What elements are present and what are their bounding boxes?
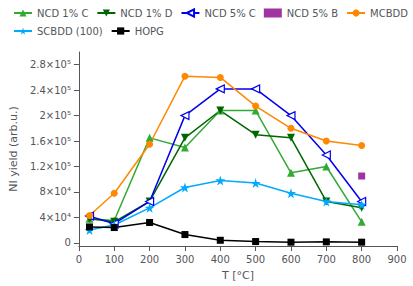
- svg-text:600: 600: [281, 254, 300, 265]
- svg-text:100: 100: [105, 254, 124, 265]
- svg-text:2.4×10⁵: 2.4×10⁵: [30, 85, 71, 96]
- svg-text:700: 700: [317, 254, 336, 265]
- svg-text:2.8×10⁵: 2.8×10⁵: [30, 59, 71, 70]
- svg-text:NCD 5% B: NCD 5% B: [287, 8, 338, 19]
- svg-text:HOPG: HOPG: [135, 26, 164, 37]
- svg-text:NCD 1% D: NCD 1% D: [120, 8, 172, 19]
- svg-text:1.6×10⁵: 1.6×10⁵: [30, 136, 71, 147]
- svg-text:NI yield (arb.u.): NI yield (arb.u.): [7, 106, 20, 192]
- svg-text:0: 0: [76, 254, 82, 265]
- svg-text:SCBDD (100): SCBDD (100): [37, 26, 103, 37]
- svg-text:500: 500: [246, 254, 265, 265]
- svg-text:200: 200: [140, 254, 159, 265]
- svg-text:400: 400: [211, 254, 230, 265]
- svg-text:T [°C]: T [°C]: [221, 269, 254, 282]
- svg-text:0: 0: [65, 237, 71, 248]
- svg-text:900: 900: [387, 254, 406, 265]
- svg-text:NCD 5% C: NCD 5% C: [204, 8, 255, 19]
- svg-text:NCD 1% C: NCD 1% C: [37, 8, 88, 19]
- svg-text:2×10⁵: 2×10⁵: [39, 110, 70, 121]
- svg-text:1.2×10⁵: 1.2×10⁵: [30, 161, 71, 172]
- svg-text:4×10⁴: 4×10⁴: [39, 212, 70, 223]
- svg-text:300: 300: [175, 254, 194, 265]
- svg-text:MCBDD: MCBDD: [370, 8, 408, 19]
- svg-text:8×10⁴: 8×10⁴: [39, 186, 70, 197]
- svg-text:800: 800: [352, 254, 371, 265]
